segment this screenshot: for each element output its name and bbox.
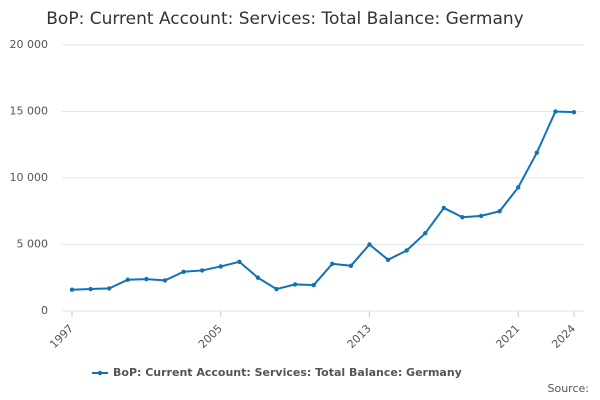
point [162, 278, 168, 283]
point [478, 213, 484, 219]
chart-title: BoP: Current Account: Services: Total Ba… [46, 9, 523, 29]
point [460, 215, 465, 220]
point [69, 287, 75, 292]
source: Source: [548, 382, 590, 395]
point [423, 230, 428, 236]
y-tick-label: 10 000 [10, 171, 49, 184]
y-tick-label: 0 [41, 304, 48, 317]
point [553, 109, 558, 114]
y-tick-label: 15 000 [10, 105, 49, 118]
line [71, 110, 575, 291]
point [385, 257, 391, 262]
point [218, 264, 223, 269]
x-tick-label: 1997 [47, 322, 76, 351]
point [534, 150, 540, 155]
point [144, 276, 149, 282]
point [274, 286, 279, 292]
legend-label: BoP: Current Account: Services: Total Ba… [113, 366, 462, 379]
x-tick-label: 2021 [493, 322, 522, 351]
point [404, 248, 409, 253]
point [199, 268, 205, 273]
point [497, 209, 502, 214]
x-tick-label: 2005 [196, 322, 225, 351]
y-tick-label: 5 000 [17, 238, 49, 251]
legend-marker [97, 370, 103, 376]
x-tick-label: 2013 [345, 322, 374, 351]
point [311, 282, 316, 288]
y-tick-label: 20 000 [10, 38, 49, 51]
point [441, 205, 447, 211]
point [348, 263, 354, 268]
point [292, 282, 298, 287]
point [330, 261, 335, 266]
point [571, 109, 577, 115]
point [181, 269, 186, 274]
x-tick-label: 2024 [549, 322, 578, 351]
point [255, 275, 261, 280]
point [106, 286, 112, 291]
point [88, 286, 93, 292]
point [367, 242, 372, 247]
point [516, 185, 521, 190]
point [237, 259, 242, 264]
point [125, 277, 130, 282]
